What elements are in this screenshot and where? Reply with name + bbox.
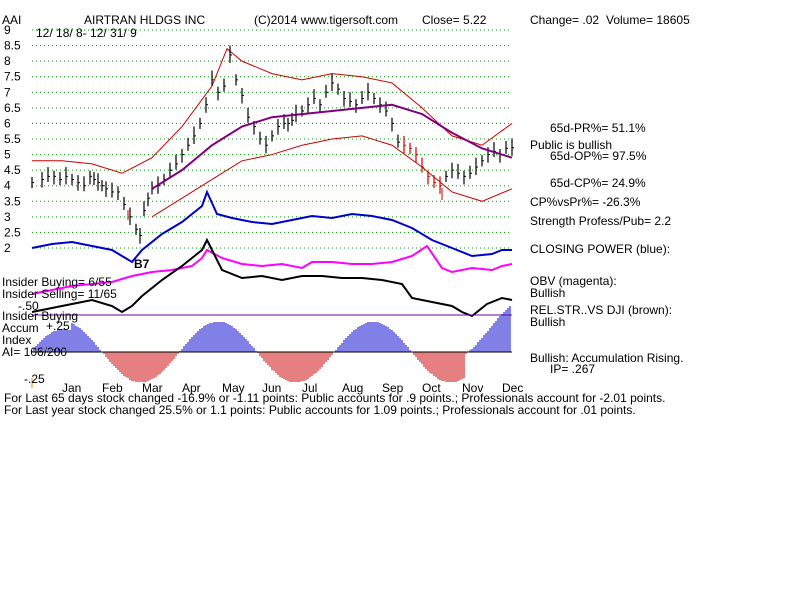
obv-state: Bullish [530,286,565,300]
month-label: Apr [182,381,201,395]
y-tick-label: 7 [4,85,11,99]
obv-line [31,244,513,295]
moving-average-line [151,103,513,190]
y-tick-label: 3 [4,210,11,224]
volume-value: Volume= 18605 [606,13,690,27]
closing-power-series [31,189,512,264]
footer-line-1: For Last 65 days stock changed -16.9% or… [4,391,665,405]
x-axis-months: Jan Feb Mar Apr May Jun Jul Aug Sep Oct Nov Dec [62,381,523,395]
y-tick-label: 4.5 [4,163,21,177]
footer-line-2: For Last year stock changed 25.5% or 1.1… [4,403,636,417]
y-axis: 9 8.58 7.57 6.56 5.5 54.5 43.5 32.5 2 [4,23,21,255]
y-tick-label: 2.5 [4,225,21,239]
insider-selling-count: Insider Selling= 11/65 [2,287,117,301]
cpvspr-value: CP%vsPr%= -26.3% [530,195,641,209]
month-label: Oct [422,381,441,395]
date-range: 12/ 18/ 8- 12/ 31/ 9 [36,26,137,40]
accum-tick: +.25 [46,319,70,333]
month-label: Dec [502,381,523,395]
closing-power-line [31,189,512,264]
y-tick-label: 4 [4,179,11,193]
obv-label: OBV (magenta): [530,274,617,288]
accum-neg25-tick: -.25 [24,372,45,386]
month-label: Jan [62,381,81,395]
month-label: Aug [342,381,363,395]
y-tick-label: 9 [4,23,11,37]
accum-label: Accum [2,321,39,335]
price-bars [31,45,514,244]
obv-series [31,244,513,295]
accumulation-index-histogram [31,306,511,382]
ai-value: AI= 106/200 [2,345,67,359]
closing-power-label: CLOSING POWER (blue): [530,242,670,256]
bollinger-bands [32,47,513,218]
relstr-label: REL.STR..VS DJI (brown): [530,303,672,317]
y-tick-label: 8.5 [4,39,21,53]
month-label: Mar [142,381,163,395]
bollinger-upper [32,47,513,174]
y-tick-label: 5.5 [4,132,21,146]
close-value: Close= 5.22 [422,13,487,27]
ip-value: IP= .267 [550,362,595,376]
cp-value: 65d-CP%= 24.9% [550,176,646,190]
pr-value: 65d-PR%= 51.1% [550,121,646,135]
month-label: Sep [382,381,404,395]
y-tick-label: 5 [4,148,11,162]
y-tick-label: 2 [4,241,11,255]
y-tick-label: 8 [4,54,11,68]
accum-state: Bullish: Accumulation Rising. [530,351,683,365]
signal-label: B7 [134,257,150,271]
y-tick-label: 6.5 [4,101,21,115]
change-value: Change= .02 [530,13,599,27]
ticker: AAI [2,13,21,27]
bollinger-lower [151,135,513,218]
insider-buying-count: Insider Buying= 6/55 [2,275,112,289]
rel-strength-series [31,237,513,318]
strength-value: Strength Profess/Pub= 2.2 [530,214,671,228]
month-label: Feb [102,381,123,395]
insider-buying-label: Insider Buying [2,309,78,323]
relative-strength-line [31,237,513,318]
moving-average [151,103,513,190]
relstr-state: Bullish [530,315,565,329]
company-name: AIRTRAN HLDGS INC [84,13,205,27]
public-bullish: Public is bullish [530,138,612,152]
op-value: 65d-OP%= 97.5% [550,149,647,163]
month-label: Jun [262,381,281,395]
month-label: Jul [302,381,317,395]
y-tick-label: 7.5 [4,70,21,84]
copyright: (C)2014 www.tigersoft.com [254,13,398,27]
month-label: May [222,381,245,395]
y-tick-label: 3.5 [4,194,21,208]
y-tick-label: 6 [4,116,11,130]
accum-neg50-tick: -.50 [18,299,39,313]
index-label: Index [2,333,31,347]
month-label: Nov [462,381,483,395]
